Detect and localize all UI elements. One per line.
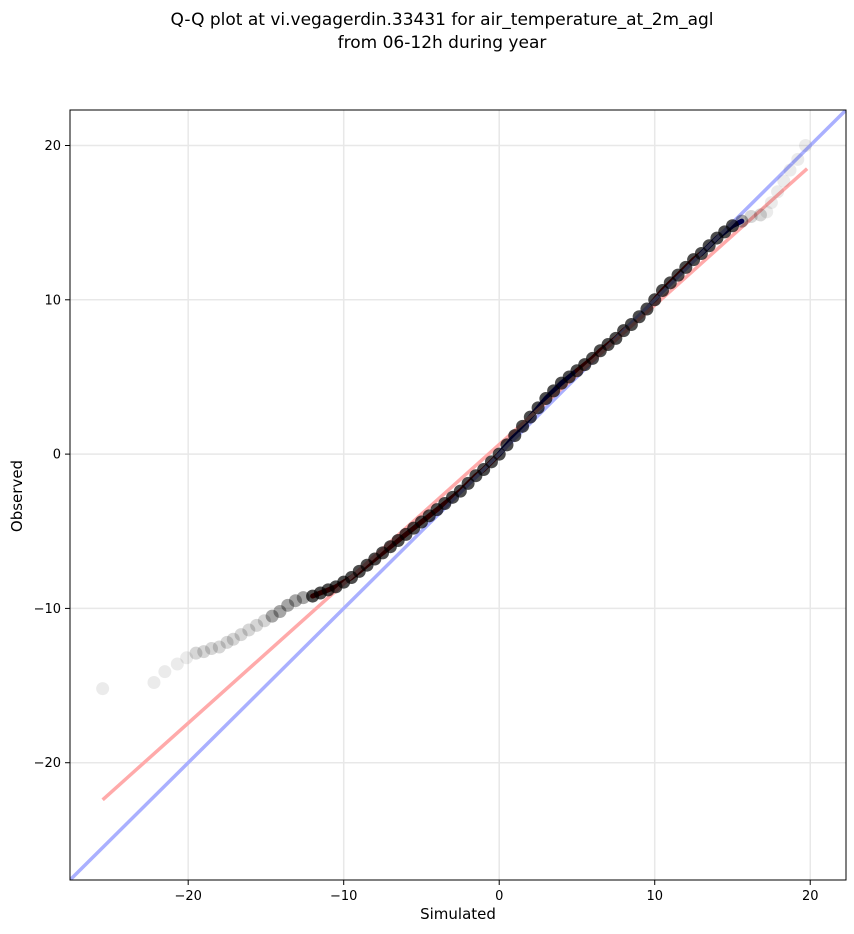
x-tick: 10 xyxy=(646,880,663,904)
x-tick-label: 20 xyxy=(802,889,819,904)
quantile-point xyxy=(777,174,791,188)
x-tick-label: −10 xyxy=(330,889,357,904)
y-tick: −20 xyxy=(34,756,70,771)
quantile-point xyxy=(799,138,813,152)
quantile-point xyxy=(523,410,537,424)
quantile-point xyxy=(791,152,805,166)
quantile-point xyxy=(197,645,211,659)
quantile-point xyxy=(492,447,506,461)
quantile-point xyxy=(783,163,797,177)
quantile-point xyxy=(242,623,256,637)
fit-line xyxy=(101,167,809,802)
quantile-point xyxy=(764,196,778,210)
quantile-point xyxy=(771,185,785,199)
quantile-point xyxy=(189,646,203,660)
y-tick: 10 xyxy=(44,293,70,308)
y-axis-ticks: −20 −10 0 10 20 xyxy=(34,139,70,771)
x-tick-label: 10 xyxy=(646,889,663,904)
quantile-point xyxy=(147,675,161,689)
x-axis-label: Simulated xyxy=(420,905,496,923)
quantile-point xyxy=(205,642,219,656)
y-tick: 20 xyxy=(44,139,70,154)
quantile-point xyxy=(744,209,758,223)
quantile-point xyxy=(753,208,767,222)
quantile-points xyxy=(96,138,813,696)
quantile-point xyxy=(531,401,545,415)
y-tick-label: −20 xyxy=(34,756,61,771)
quantile-point xyxy=(725,219,739,233)
x-axis-ticks: −20 −10 0 10 20 xyxy=(174,880,819,904)
y-tick-label: 10 xyxy=(44,293,61,308)
x-tick: 0 xyxy=(495,880,503,904)
chart-title: Q-Q plot at vi.vegagerdin.33431 for air_… xyxy=(170,10,714,30)
x-tick-label: 0 xyxy=(495,889,503,904)
y-tick: −10 xyxy=(34,602,70,617)
quantile-point xyxy=(212,640,226,654)
x-tick: 20 xyxy=(802,880,819,904)
quantile-point xyxy=(250,618,264,632)
y-tick-label: 20 xyxy=(44,139,61,154)
x-tick-label: −20 xyxy=(174,889,201,904)
quantile-point xyxy=(500,438,514,452)
quantile-point xyxy=(226,632,240,646)
y-tick: 0 xyxy=(53,448,70,463)
x-tick: −10 xyxy=(330,880,357,904)
quantile-point xyxy=(648,293,662,307)
quantile-point xyxy=(170,657,184,671)
quantile-point xyxy=(760,205,774,219)
y-axis-label: Observed xyxy=(8,459,26,533)
quantile-point xyxy=(640,302,654,316)
plot-frame xyxy=(69,109,847,881)
quantile-point xyxy=(735,214,749,228)
quantile-point xyxy=(257,614,271,628)
y-tick-label: −10 xyxy=(34,602,61,617)
quantile-point xyxy=(281,598,295,612)
grid-lines xyxy=(70,110,846,880)
quantile-point xyxy=(516,419,530,433)
y-tick-label: 0 xyxy=(53,448,61,463)
quantile-point xyxy=(220,635,234,649)
quantile-point xyxy=(265,609,279,623)
quantile-point xyxy=(508,429,522,443)
quantile-point xyxy=(158,665,172,679)
quantile-point xyxy=(96,682,110,696)
x-tick: −20 xyxy=(174,880,202,904)
chart-subtitle: from 06-12h during year xyxy=(337,33,547,53)
quantile-point xyxy=(234,628,248,642)
quantile-point xyxy=(180,651,194,665)
quantile-point xyxy=(273,605,287,619)
quantile-point xyxy=(288,594,302,608)
